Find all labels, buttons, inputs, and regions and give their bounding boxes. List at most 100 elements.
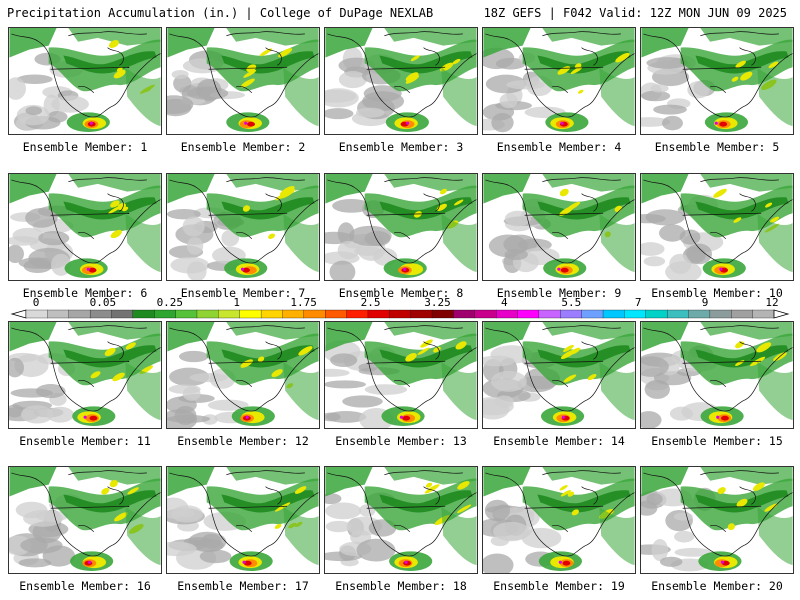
ensemble-panel[interactable]: Ensemble Member: 3 [324, 27, 478, 154]
colorbar-tick-label: 12 [765, 296, 778, 309]
colorbar-swatch [666, 309, 689, 319]
ensemble-member-label: Ensemble Member: 19 [493, 579, 625, 593]
ensemble-panel[interactable]: Ensemble Member: 8 [324, 173, 478, 300]
ensemble-member-label: Ensemble Member: 17 [177, 579, 309, 593]
colorbar-tick-label: 4 [501, 296, 508, 309]
ensemble-member-label: Ensemble Member: 14 [493, 434, 625, 448]
colorbar-tick-label: 1.75 [290, 296, 317, 309]
ensemble-panel[interactable]: Ensemble Member: 16 [8, 466, 162, 593]
ensemble-member-label: Ensemble Member: 8 [338, 286, 464, 300]
ensemble-map [482, 27, 636, 135]
ensemble-map [482, 466, 636, 574]
precipitation-colorbar: 0 0.05 0.25 1 1.75 2.5 3.25 4 5.5 7 9 12 [8, 296, 792, 322]
ensemble-map [640, 173, 794, 281]
colorbar-swatch [303, 309, 326, 319]
colorbar-swatch [346, 309, 369, 319]
colorbar-swatch [581, 309, 604, 319]
ensemble-member-label: Ensemble Member: 5 [654, 140, 780, 154]
colorbar-right-arrow [773, 309, 790, 319]
colorbar-swatch [239, 309, 262, 319]
ensemble-map [8, 27, 162, 135]
ensemble-map [8, 321, 162, 429]
colorbar-swatch [196, 309, 219, 319]
colorbar-swatch [47, 309, 70, 319]
colorbar-swatch [602, 309, 625, 319]
ensemble-map [166, 466, 320, 574]
ensemble-map [324, 466, 478, 574]
colorbar-swatch [132, 309, 155, 319]
ensemble-map [166, 27, 320, 135]
ensemble-panel[interactable]: Ensemble Member: 18 [324, 466, 478, 593]
ensemble-member-label: Ensemble Member: 6 [22, 286, 148, 300]
colorbar-swatch [175, 309, 198, 319]
colorbar-swatch [474, 309, 497, 319]
ensemble-panel[interactable]: Ensemble Member: 17 [166, 466, 320, 593]
run-info: 18Z GEFS | F042 Valid: 12Z MON JUN 09 20… [483, 6, 787, 20]
ensemble-map [324, 321, 478, 429]
header: Precipitation Accumulation (in.) | Colle… [0, 0, 800, 24]
colorbar-tick-label: 0.05 [90, 296, 117, 309]
ensemble-map [166, 173, 320, 281]
colorbar-tick-label: 3.25 [424, 296, 451, 309]
ensemble-member-label: Ensemble Member: 9 [496, 286, 622, 300]
colorbar-swatch [389, 309, 412, 319]
colorbar-swatch [218, 309, 241, 319]
colorbar-tick-label: 0 [33, 296, 40, 309]
ensemble-panel[interactable]: Ensemble Member: 19 [482, 466, 636, 593]
ensemble-panel[interactable]: Ensemble Member: 15 [640, 321, 794, 448]
ensemble-map [640, 27, 794, 135]
colorbar-left-arrow [10, 309, 27, 319]
ensemble-member-label: Ensemble Member: 10 [651, 286, 783, 300]
colorbar-swatch [560, 309, 583, 319]
colorbar-swatch [410, 309, 433, 319]
ensemble-panel[interactable]: Ensemble Member: 6 [8, 173, 162, 300]
ensemble-map [166, 321, 320, 429]
ensemble-map [8, 466, 162, 574]
colorbar-swatch [752, 309, 775, 319]
colorbar-swatch [709, 309, 732, 319]
ensemble-panel[interactable]: Ensemble Member: 2 [166, 27, 320, 154]
colorbar-svg: 0 0.05 0.25 1 1.75 2.5 3.25 4 5.5 7 9 12 [10, 296, 790, 319]
ensemble-member-label: Ensemble Member: 4 [496, 140, 622, 154]
ensemble-member-label: Ensemble Member: 3 [338, 140, 464, 154]
ensemble-map [482, 321, 636, 429]
ensemble-map [482, 173, 636, 281]
ensemble-member-label: Ensemble Member: 18 [335, 579, 467, 593]
ensemble-panel[interactable]: Ensemble Member: 10 [640, 173, 794, 300]
colorbar-swatch [496, 309, 518, 319]
ensemble-member-label: Ensemble Member: 2 [180, 140, 306, 154]
ensemble-map [640, 466, 794, 574]
colorbar-tick-label: 0.25 [157, 296, 184, 309]
ensemble-panel[interactable]: Ensemble Member: 13 [324, 321, 478, 448]
ensemble-panel[interactable]: Ensemble Member: 12 [166, 321, 320, 448]
colorbar-tick-label: 9 [702, 296, 709, 309]
colorbar-swatch [645, 309, 668, 319]
ensemble-panel[interactable]: Ensemble Member: 7 [166, 173, 320, 300]
ensemble-panel[interactable]: Ensemble Member: 14 [482, 321, 636, 448]
ensemble-member-label: Ensemble Member: 12 [177, 434, 309, 448]
ensemble-panel[interactable]: Ensemble Member: 4 [482, 27, 636, 154]
ensemble-panel[interactable]: Ensemble Member: 11 [8, 321, 162, 448]
colorbar-tick-label: 7 [635, 296, 642, 309]
colorbar-swatch [325, 309, 348, 319]
ensemble-member-label: Ensemble Member: 11 [19, 434, 151, 448]
ensemble-panel[interactable]: Ensemble Member: 5 [640, 27, 794, 154]
ensemble-member-label: Ensemble Member: 15 [651, 434, 783, 448]
colorbar-swatch [282, 309, 305, 319]
ensemble-panel[interactable]: Ensemble Member: 1 [8, 27, 162, 154]
colorbar-swatch [431, 309, 454, 319]
colorbar-swatch [89, 309, 112, 319]
colorbar-tick-label: 2.5 [361, 296, 381, 309]
colorbar-swatch [25, 309, 48, 319]
ensemble-member-label: Ensemble Member: 13 [335, 434, 467, 448]
ensemble-map [640, 321, 794, 429]
colorbar-tick-label: 5.5 [561, 296, 581, 309]
ensemble-panel[interactable]: Ensemble Member: 20 [640, 466, 794, 593]
ensemble-member-label: Ensemble Member: 20 [651, 579, 783, 593]
colorbar-swatch [111, 309, 134, 319]
ensemble-member-label: Ensemble Member: 7 [180, 286, 306, 300]
colorbar-swatch [688, 309, 711, 319]
ensemble-panel[interactable]: Ensemble Member: 9 [482, 173, 636, 300]
ensemble-map [324, 27, 478, 135]
ensemble-map [8, 173, 162, 281]
